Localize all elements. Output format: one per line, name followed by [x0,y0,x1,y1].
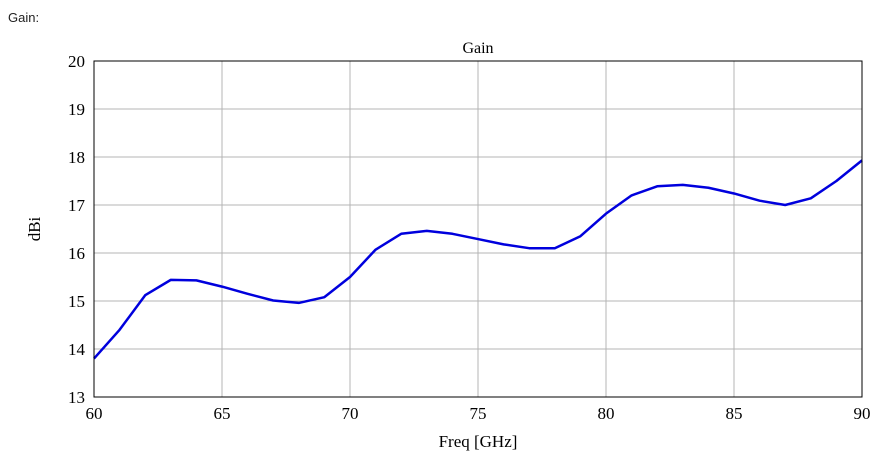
y-tick-label: 18 [68,148,85,167]
chart-title: Gain [462,40,493,57]
x-tick-label: 80 [598,404,615,423]
x-tick-label: 90 [854,404,871,423]
y-tick-label: 14 [68,340,86,359]
gain-series-line [93,159,863,360]
grid-lines [94,61,862,397]
x-tick-label: 75 [470,404,487,423]
y-tick-label: 15 [68,292,85,311]
y-axis-label: dBi [25,216,44,241]
y-tick-label: 17 [68,196,86,215]
y-tick-label: 13 [68,388,85,407]
x-tick-label: 70 [342,404,359,423]
series-layer [93,159,863,360]
x-tick-label: 65 [214,404,231,423]
plot-frame [93,60,863,398]
page-label: Gain: [8,10,40,25]
y-tick-label: 16 [68,244,85,263]
x-axis-label: Freq [GHz] [439,432,518,451]
ticks-layer: 60 65 70 75 80 85 90 13 14 15 16 17 18 19 20 [68,52,871,423]
x-tick-label: 85 [726,404,743,423]
x-tick-label: 60 [86,404,103,423]
y-tick-label: 19 [68,100,85,119]
y-tick-label: 20 [68,52,85,71]
